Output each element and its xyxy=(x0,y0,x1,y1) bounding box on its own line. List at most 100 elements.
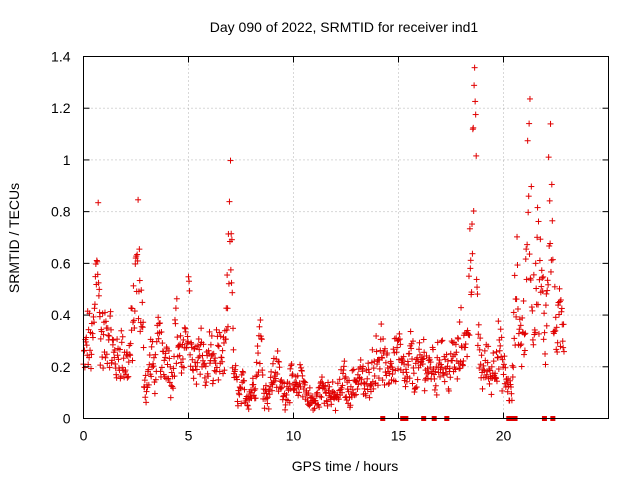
data-point xyxy=(322,382,329,389)
data-point xyxy=(162,350,169,357)
data-point xyxy=(472,111,479,118)
data-point xyxy=(535,330,542,337)
data-point xyxy=(145,366,152,373)
data-point xyxy=(507,383,514,390)
data-point xyxy=(509,362,516,369)
data-point xyxy=(388,360,395,367)
data-point xyxy=(193,366,200,373)
data-point xyxy=(168,369,175,376)
data-point xyxy=(425,369,432,376)
data-point xyxy=(454,375,461,382)
data-point xyxy=(259,371,266,378)
data-point xyxy=(401,361,408,368)
data-point xyxy=(189,356,196,363)
data-point xyxy=(263,395,270,402)
data-point xyxy=(234,402,241,409)
x-tick-label: 20 xyxy=(496,428,512,444)
data-point xyxy=(203,379,210,386)
data-point xyxy=(406,350,413,357)
data-point xyxy=(241,377,248,384)
data-point xyxy=(332,407,339,414)
data-point xyxy=(208,332,215,339)
data-point xyxy=(344,386,351,393)
data-point xyxy=(136,277,143,284)
data-point xyxy=(138,323,145,330)
data-point xyxy=(241,386,248,393)
data-point xyxy=(171,373,178,380)
data-point xyxy=(129,357,136,364)
data-point xyxy=(443,351,450,358)
data-point xyxy=(474,284,481,291)
data-point xyxy=(445,387,452,394)
data-point xyxy=(446,365,453,372)
axis-ticks: 0 0.2 0.4 0.6 0.8 1 1.2 1.4 0 5 10 15 20 xyxy=(51,49,609,444)
data-point xyxy=(528,183,535,190)
data-point xyxy=(251,387,258,394)
data-point xyxy=(127,352,134,359)
data-point xyxy=(170,365,177,372)
data-point xyxy=(190,367,197,374)
data-point xyxy=(539,288,546,295)
data-point xyxy=(224,305,231,312)
data-point xyxy=(526,95,533,102)
data-point xyxy=(269,387,276,394)
data-point xyxy=(306,384,313,391)
data-point xyxy=(471,64,478,71)
data-point xyxy=(438,364,445,371)
data-point xyxy=(493,348,500,355)
data-point xyxy=(432,382,439,389)
data-point xyxy=(395,365,402,372)
data-point xyxy=(329,378,336,385)
data-point xyxy=(318,378,325,385)
data-point xyxy=(543,322,550,329)
data-point xyxy=(514,305,521,312)
data-point xyxy=(278,376,285,383)
data-point xyxy=(142,394,149,401)
data-point xyxy=(225,280,232,287)
data-point xyxy=(373,332,380,339)
data-point xyxy=(416,339,423,346)
data-point xyxy=(276,358,283,365)
data-point xyxy=(340,363,347,370)
data-point xyxy=(101,309,108,316)
data-point xyxy=(475,321,482,328)
data-point xyxy=(439,337,446,344)
data-point xyxy=(158,364,165,371)
data-point xyxy=(202,382,209,389)
data-point xyxy=(97,362,104,369)
data-point xyxy=(135,196,142,203)
data-point xyxy=(264,400,271,407)
data-point xyxy=(525,209,532,216)
data-point xyxy=(481,367,488,374)
data-point xyxy=(192,363,199,370)
data-point xyxy=(541,310,548,317)
data-point xyxy=(382,369,389,376)
data-point xyxy=(182,328,189,335)
data-point xyxy=(117,373,124,380)
data-point xyxy=(179,341,186,348)
data-point xyxy=(297,361,304,368)
data-point xyxy=(532,260,539,267)
data-point xyxy=(150,363,157,370)
data-point xyxy=(414,376,421,383)
data-point xyxy=(324,402,331,409)
data-point xyxy=(408,340,415,347)
data-point xyxy=(335,396,342,403)
data-point xyxy=(265,405,272,412)
data-point xyxy=(193,381,200,388)
data-point xyxy=(524,137,531,144)
data-point xyxy=(216,329,223,336)
data-point xyxy=(500,371,507,378)
data-point xyxy=(87,365,94,372)
data-point xyxy=(410,370,417,377)
data-point xyxy=(159,340,166,347)
data-point xyxy=(466,225,473,232)
data-point xyxy=(250,381,257,388)
data-point xyxy=(138,287,145,294)
data-point xyxy=(145,381,152,388)
data-point xyxy=(551,328,558,335)
data-point xyxy=(255,350,262,357)
data-point xyxy=(165,375,172,382)
data-point xyxy=(95,199,102,206)
